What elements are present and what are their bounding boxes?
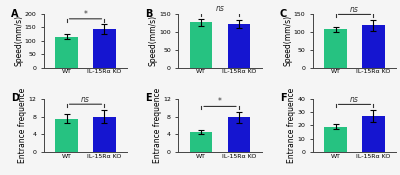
Y-axis label: Entrance frequence: Entrance frequence <box>287 88 296 163</box>
Bar <box>55 119 78 152</box>
Text: A: A <box>11 9 18 19</box>
Bar <box>362 25 385 68</box>
Y-axis label: Speed(mm/s): Speed(mm/s) <box>149 15 158 66</box>
Text: ns: ns <box>81 95 90 104</box>
Y-axis label: Entrance frequence: Entrance frequence <box>152 88 162 163</box>
Bar <box>324 127 347 152</box>
Bar <box>55 37 78 68</box>
Bar <box>228 24 250 68</box>
Text: ns: ns <box>350 95 359 104</box>
Text: ns: ns <box>350 5 359 14</box>
Text: E: E <box>145 93 152 103</box>
Bar <box>228 117 250 152</box>
Bar <box>362 116 385 152</box>
Text: ns: ns <box>216 4 224 13</box>
Bar <box>93 117 116 152</box>
Text: *: * <box>84 10 88 19</box>
Bar <box>93 29 116 68</box>
Y-axis label: Speed(mm/s): Speed(mm/s) <box>283 15 292 66</box>
Text: B: B <box>145 9 153 19</box>
Text: D: D <box>11 93 19 103</box>
Y-axis label: Speed(mm/s): Speed(mm/s) <box>14 15 23 66</box>
Text: F: F <box>280 93 286 103</box>
Text: *: * <box>218 97 222 106</box>
Text: C: C <box>280 9 287 19</box>
Y-axis label: Entrance frequence: Entrance frequence <box>18 88 27 163</box>
Bar <box>190 22 212 68</box>
Bar <box>190 132 212 152</box>
Bar <box>324 29 347 68</box>
